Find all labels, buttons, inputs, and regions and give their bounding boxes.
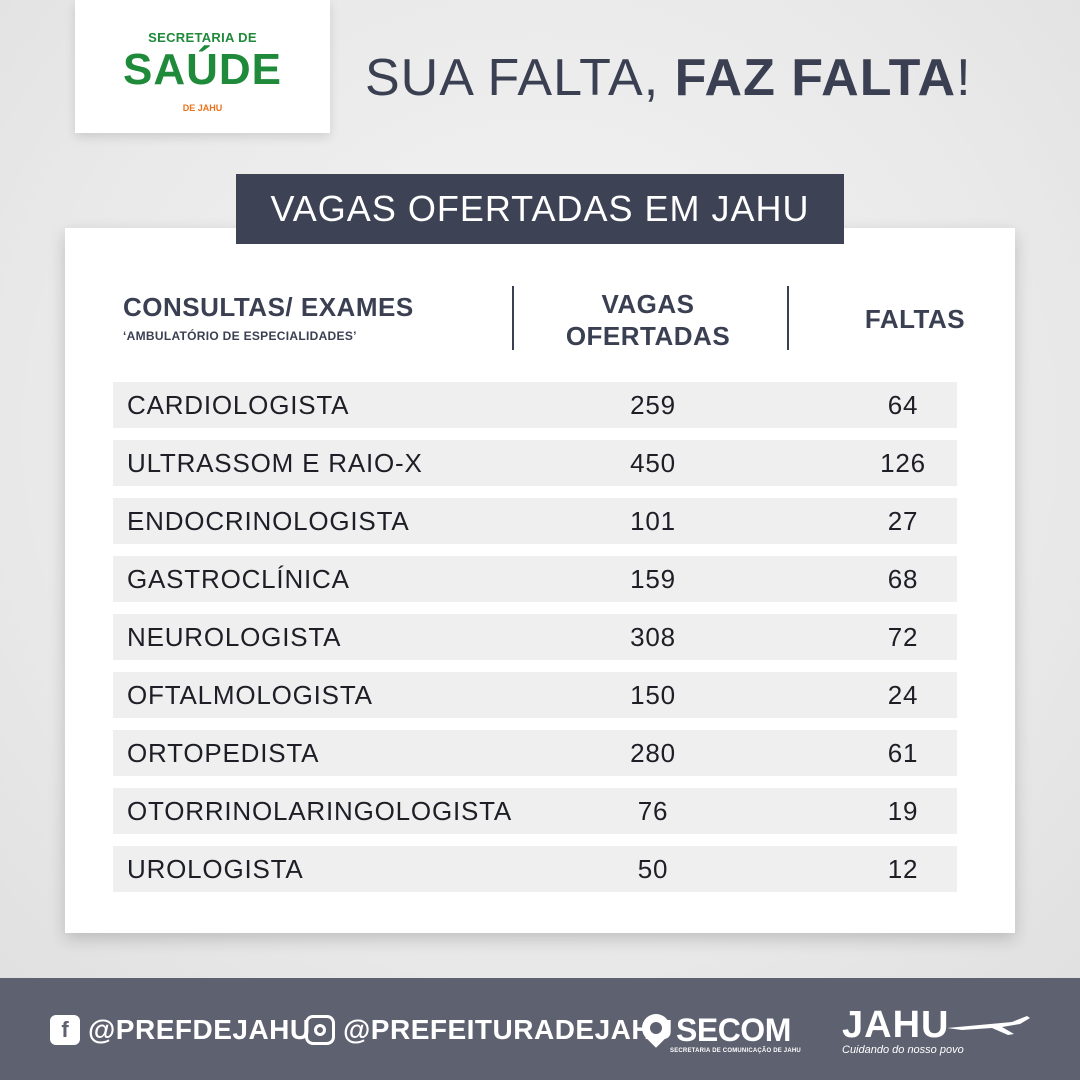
facebook-icon: f <box>50 1015 80 1045</box>
table-row: ORTOPEDISTA 280 61 <box>113 730 957 776</box>
jahu-name: JAHU <box>842 1004 950 1046</box>
instagram-handle: @PREFEITURADEJAHU <box>343 1014 673 1045</box>
row-name: ORTOPEDISTA <box>127 738 320 768</box>
row-faltas: 68 <box>887 564 919 594</box>
table-row: ULTRASSOM E RAIO-X 450 126 <box>113 440 957 486</box>
table-row: CARDIOLOGISTA 259 64 <box>113 382 957 428</box>
headline: SUA FALTA, FAZ FALTA! <box>365 48 1045 108</box>
row-vagas: 308 <box>630 622 676 652</box>
column-divider <box>512 286 514 350</box>
instagram-icon <box>305 1015 335 1045</box>
table-row: NEUROLOGISTA 308 72 <box>113 614 957 660</box>
header-vagas-line1: VAGAS <box>601 289 695 319</box>
header-consultas-subtitle: ‘AMBULATÓRIO DE ESPECIALIDADES’ <box>123 329 357 343</box>
row-vagas: 76 <box>637 796 669 826</box>
row-faltas: 12 <box>887 854 919 884</box>
table-row: UROLOGISTA 50 12 <box>113 846 957 892</box>
row-faltas: 72 <box>887 622 919 652</box>
row-name: CARDIOLOGISTA <box>127 390 350 420</box>
jahu-slogan: Cuidando do nosso povo <box>842 1044 964 1056</box>
row-vagas: 280 <box>630 738 676 768</box>
row-faltas: 64 <box>887 390 919 420</box>
instagram-link[interactable]: @PREFEITURADEJAHU <box>305 1014 673 1046</box>
jahu-logo: JAHU Cuidando do nosso povo <box>842 1004 1030 1056</box>
logo-sub-text: DE JAHU <box>182 103 223 113</box>
airplane-icon <box>947 1016 1030 1035</box>
facebook-link[interactable]: f @PREFDEJAHU <box>50 1014 311 1046</box>
table-body: CARDIOLOGISTA 259 64 ULTRASSOM E RAIO-X 450… <box>113 382 957 904</box>
row-name: OFTALMOLOGISTA <box>127 680 373 710</box>
footer: f @PREFDEJAHU @PREFEITURADEJAHU SECOM SE… <box>0 978 1080 1080</box>
row-faltas: 27 <box>887 506 919 536</box>
row-name: NEUROLOGISTA <box>127 622 342 652</box>
row-vagas: 450 <box>630 448 676 478</box>
row-name: UROLOGISTA <box>127 854 304 884</box>
saude-logo: SECRETARIA DE SAÚDE DE JAHU <box>75 0 330 133</box>
row-name: GASTROCLÍNICA <box>127 564 350 594</box>
header-faltas: FALTAS <box>864 304 966 334</box>
row-vagas: 159 <box>630 564 676 594</box>
row-vagas: 150 <box>630 680 676 710</box>
logo-main-text: SAÚDE <box>122 45 283 94</box>
row-name: ULTRASSOM E RAIO-X <box>127 448 423 478</box>
header-vagas-line2: OFERTADAS <box>565 321 731 351</box>
row-vagas: 50 <box>637 854 669 884</box>
logo-top-text: SECRETARIA DE <box>148 30 257 45</box>
secom-name: SECOM <box>676 1012 791 1048</box>
row-faltas: 19 <box>887 796 919 826</box>
header-consultas-title: CONSULTAS/ EXAMES <box>123 292 414 322</box>
headline-regular: SUA FALTA, <box>365 49 675 107</box>
header-vagas: VAGAS OFERTADAS <box>535 288 761 352</box>
facebook-handle: @PREFDEJAHU <box>88 1014 311 1045</box>
row-faltas: 126 <box>880 448 926 478</box>
headline-bold: FAZ FALTA <box>674 49 957 107</box>
row-name: OTORRINOLARINGOLOGISTA <box>127 796 513 826</box>
headline-end: ! <box>956 49 972 107</box>
table-row: GASTROCLÍNICA 159 68 <box>113 556 957 602</box>
column-divider <box>787 286 789 350</box>
table-row: ENDOCRINOLOGISTA 101 27 <box>113 498 957 544</box>
section-banner: VAGAS OFERTADAS EM JAHU <box>236 174 844 244</box>
row-faltas: 24 <box>887 680 919 710</box>
table-card: CONSULTAS/ EXAMES ‘AMBULATÓRIO DE ESPECI… <box>65 228 1015 933</box>
row-vagas: 259 <box>630 390 676 420</box>
row-vagas: 101 <box>630 506 676 536</box>
row-faltas: 61 <box>887 738 919 768</box>
table-row: OTORRINOLARINGOLOGISTA 76 19 <box>113 788 957 834</box>
secom-subtitle: SECRETARIA DE COMUNICAÇÃO DE JAHU <box>670 1048 801 1054</box>
header-consultas: CONSULTAS/ EXAMES ‘AMBULATÓRIO DE ESPECI… <box>123 292 503 343</box>
table-row: OFTALMOLOGISTA 150 24 <box>113 672 957 718</box>
row-name: ENDOCRINOLOGISTA <box>127 506 410 536</box>
